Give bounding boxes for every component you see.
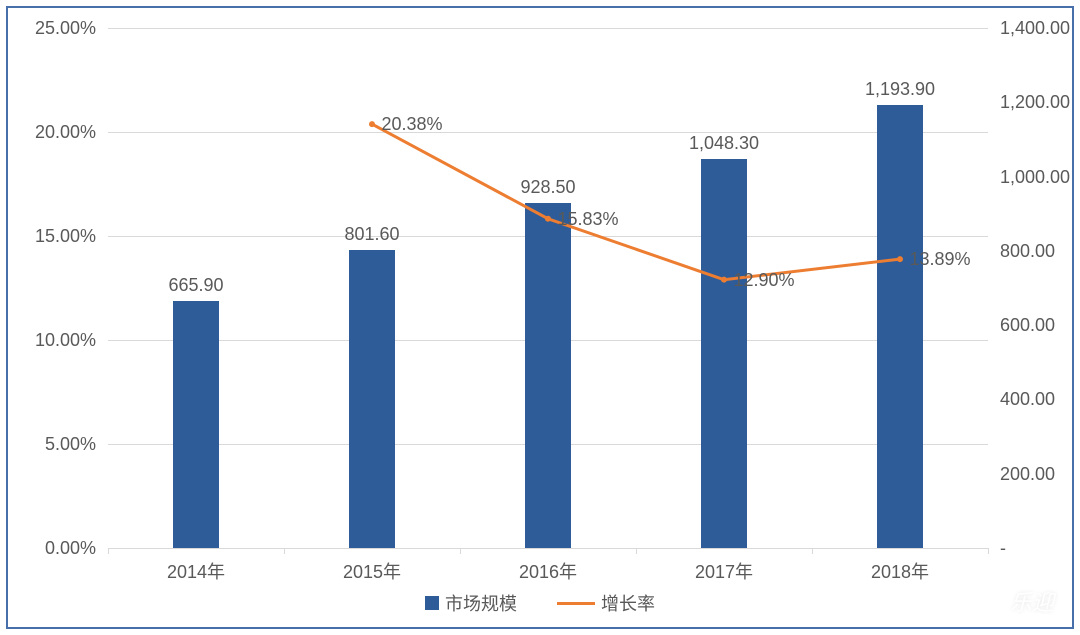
right-axis-tick-label: 1,200.00 bbox=[1000, 92, 1070, 113]
legend: 市场规模 增长率 bbox=[8, 590, 1072, 616]
left-axis-tick-label: 0.00% bbox=[45, 538, 96, 559]
legend-item-bar: 市场规模 bbox=[425, 590, 517, 616]
x-category-label: 2016年 bbox=[519, 558, 577, 584]
line-value-label: 15.83% bbox=[557, 209, 618, 230]
right-axis-tick-label: 600.00 bbox=[1000, 315, 1055, 336]
legend-label-line: 增长率 bbox=[601, 590, 655, 616]
right-axis-tick-label: - bbox=[1000, 538, 1006, 559]
x-tick-mark bbox=[812, 548, 813, 554]
line-value-label: 20.38% bbox=[381, 114, 442, 135]
right-axis-tick-label: 1,400.00 bbox=[1000, 18, 1070, 39]
legend-swatch-bar bbox=[425, 596, 439, 610]
line-series bbox=[108, 28, 988, 548]
line-marker bbox=[369, 121, 375, 127]
x-axis-line bbox=[108, 548, 988, 549]
x-tick-mark bbox=[460, 548, 461, 554]
legend-item-line: 增长率 bbox=[557, 590, 655, 616]
chart-frame: 0.00% 5.00% 10.00% 15.00% 20.00% 25.00% - 200.0… bbox=[6, 6, 1074, 629]
line-marker bbox=[897, 256, 903, 262]
x-tick-mark bbox=[988, 548, 989, 554]
left-axis-tick-label: 25.00% bbox=[35, 18, 96, 39]
left-axis-tick-label: 5.00% bbox=[45, 434, 96, 455]
x-category-label: 2017年 bbox=[695, 558, 753, 584]
x-tick-mark bbox=[284, 548, 285, 554]
watermark: 乐迎 bbox=[978, 585, 1054, 617]
left-axis-tick-label: 10.00% bbox=[35, 330, 96, 351]
line-value-label: 12.90% bbox=[733, 270, 794, 291]
line-path bbox=[372, 124, 900, 280]
x-category-label: 2018年 bbox=[871, 558, 929, 584]
right-axis-tick-label: 1,000.00 bbox=[1000, 167, 1070, 188]
legend-label-bar: 市场规模 bbox=[445, 590, 517, 616]
plot-area: 0.00%5.00%10.00%15.00%20.00%25.00%-200.0… bbox=[108, 28, 988, 548]
line-marker bbox=[545, 216, 551, 222]
right-axis-tick-label: 800.00 bbox=[1000, 241, 1055, 262]
line-value-label: 13.89% bbox=[909, 249, 970, 270]
right-axis-tick-label: 200.00 bbox=[1000, 464, 1055, 485]
x-category-label: 2014年 bbox=[167, 558, 225, 584]
wechat-icon bbox=[978, 588, 1004, 614]
left-axis-tick-label: 20.00% bbox=[35, 122, 96, 143]
line-marker bbox=[721, 277, 727, 283]
left-axis-tick-label: 15.00% bbox=[35, 226, 96, 247]
watermark-text: 乐迎 bbox=[1010, 585, 1054, 617]
legend-swatch-line bbox=[557, 602, 595, 605]
x-tick-mark bbox=[108, 548, 109, 554]
x-category-label: 2015年 bbox=[343, 558, 401, 584]
right-axis-tick-label: 400.00 bbox=[1000, 389, 1055, 410]
x-tick-mark bbox=[636, 548, 637, 554]
